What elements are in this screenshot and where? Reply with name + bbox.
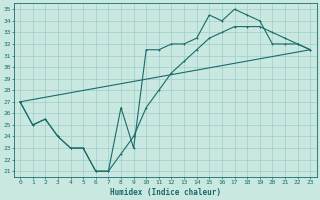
X-axis label: Humidex (Indice chaleur): Humidex (Indice chaleur) xyxy=(110,188,220,197)
